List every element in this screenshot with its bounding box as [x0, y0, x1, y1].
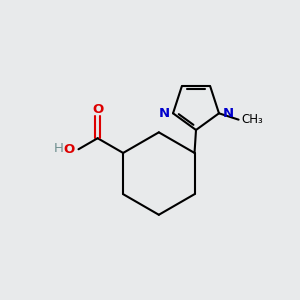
Text: O: O	[92, 103, 103, 116]
Text: N: N	[158, 107, 169, 120]
Text: H: H	[53, 142, 63, 154]
Text: N: N	[223, 107, 234, 120]
Text: O: O	[64, 143, 75, 156]
Text: CH₃: CH₃	[242, 113, 263, 126]
